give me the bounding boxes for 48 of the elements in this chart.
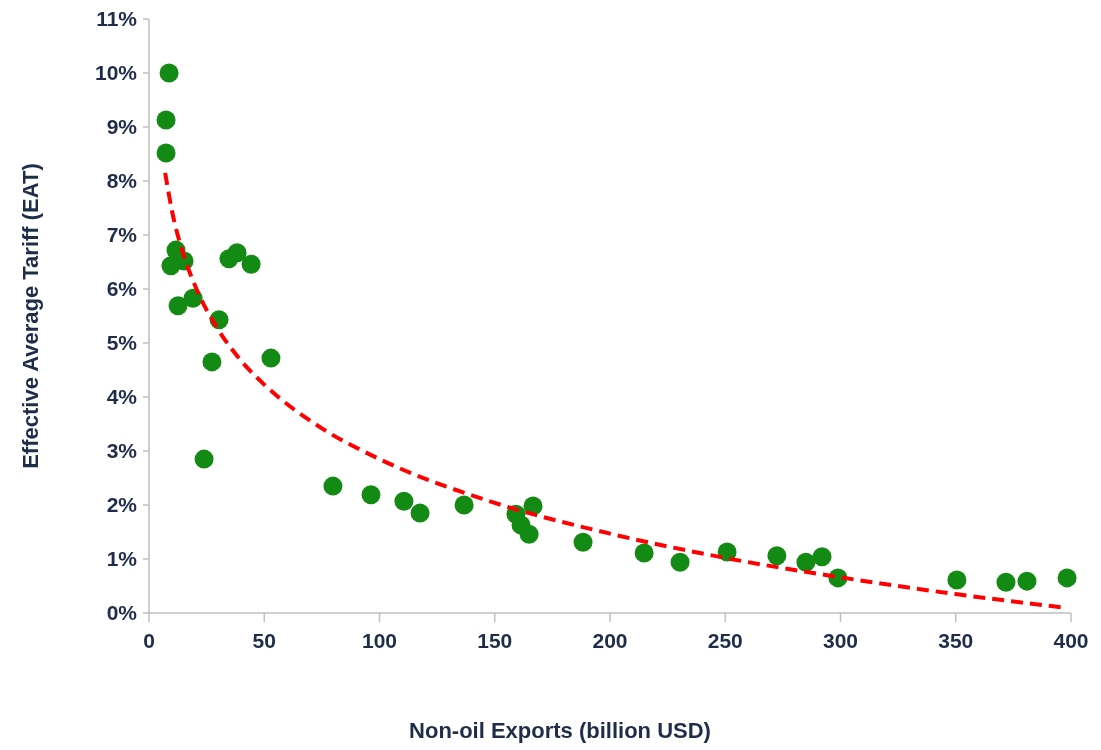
point — [670, 552, 690, 572]
y-tick-label: 10% — [94, 61, 138, 85]
point — [996, 572, 1016, 592]
point — [767, 546, 787, 566]
point — [947, 570, 967, 590]
x-tick-label: 350 — [938, 629, 974, 652]
y-tick-label: 4% — [106, 385, 138, 409]
point — [573, 532, 593, 552]
point — [227, 243, 247, 263]
y-tick-label: 11% — [96, 7, 138, 31]
point — [361, 485, 381, 505]
x-tick-label: 200 — [592, 629, 628, 652]
y-tick-label: 1% — [106, 547, 138, 571]
y-tick-label: 8% — [106, 169, 138, 193]
point — [241, 254, 261, 274]
x-tick-label: 150 — [477, 629, 513, 652]
x-tick-label: 100 — [361, 629, 398, 652]
point — [812, 547, 832, 567]
point — [410, 503, 430, 523]
point — [796, 552, 816, 572]
y-tick-label: 6% — [106, 277, 138, 301]
point — [156, 143, 176, 163]
point — [454, 495, 474, 515]
point — [323, 476, 343, 496]
point — [1017, 571, 1037, 591]
x-tick-label: 400 — [1053, 629, 1089, 652]
point — [159, 63, 179, 83]
y-tick-label: 7% — [106, 223, 138, 247]
y-axis-title: Effective Average Tariff (EAT) — [18, 163, 43, 469]
point — [394, 491, 414, 511]
point — [519, 524, 539, 544]
x-tick-label: 250 — [707, 629, 743, 652]
y-tick-label: 3% — [106, 439, 138, 463]
y-tick-label: 2% — [106, 493, 138, 517]
y-tick-label: 0% — [106, 601, 138, 625]
y-tick-label: 9% — [106, 115, 138, 139]
x-tick-label: 0 — [143, 629, 155, 652]
point — [261, 348, 281, 368]
point — [194, 449, 214, 469]
x-tick-label: 50 — [252, 629, 276, 652]
x-axis-title: Non-oil Exports (billion USD) — [409, 718, 711, 743]
point — [168, 296, 188, 316]
point — [1057, 568, 1077, 588]
y-tick-label: 5% — [106, 331, 138, 355]
point — [202, 352, 222, 372]
point — [634, 543, 654, 563]
point — [156, 110, 176, 130]
x-tick-label: 300 — [822, 629, 859, 652]
